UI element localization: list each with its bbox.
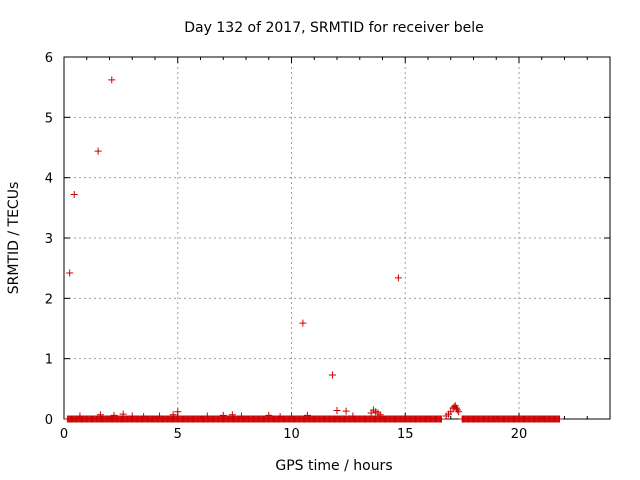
y-tick-label: 1 xyxy=(45,353,53,368)
data-points xyxy=(63,76,563,423)
data-point xyxy=(174,408,182,416)
grid xyxy=(64,57,610,419)
data-point xyxy=(66,269,74,277)
y-tick-label: 0 xyxy=(45,413,53,428)
x-tick-label: 0 xyxy=(60,427,68,442)
data-point xyxy=(367,409,375,417)
data-point xyxy=(437,415,445,423)
y-tick-label: 2 xyxy=(45,292,53,307)
x-tick-label: 15 xyxy=(397,427,414,442)
data-point xyxy=(328,371,336,379)
data-point xyxy=(455,408,463,416)
data-point xyxy=(555,415,563,423)
data-point xyxy=(442,412,450,420)
y-tick-label: 3 xyxy=(45,232,53,247)
data-point xyxy=(454,406,462,414)
data-point xyxy=(94,147,102,155)
data-point xyxy=(333,407,341,415)
data-point xyxy=(394,274,402,282)
data-point xyxy=(342,407,350,415)
data-point xyxy=(108,76,116,84)
x-tick-label: 20 xyxy=(511,427,528,442)
data-point xyxy=(299,319,307,327)
data-point xyxy=(70,191,78,199)
y-axis-label: SRMTID / TECUs xyxy=(6,182,22,295)
axis-ticks: 0 5 10 15 20 0 1 2 3 4 5 6 xyxy=(45,51,610,442)
x-tick-label: 10 xyxy=(283,427,300,442)
data-point xyxy=(452,404,460,412)
x-axis-label: GPS time / hours xyxy=(275,458,392,474)
x-tick-label: 5 xyxy=(174,427,182,442)
y-tick-label: 4 xyxy=(45,172,53,187)
chart-title: Day 132 of 2017, SRMTID for receiver bel… xyxy=(184,20,483,36)
y-tick-label: 5 xyxy=(45,111,53,126)
y-tick-label: 6 xyxy=(45,51,53,66)
